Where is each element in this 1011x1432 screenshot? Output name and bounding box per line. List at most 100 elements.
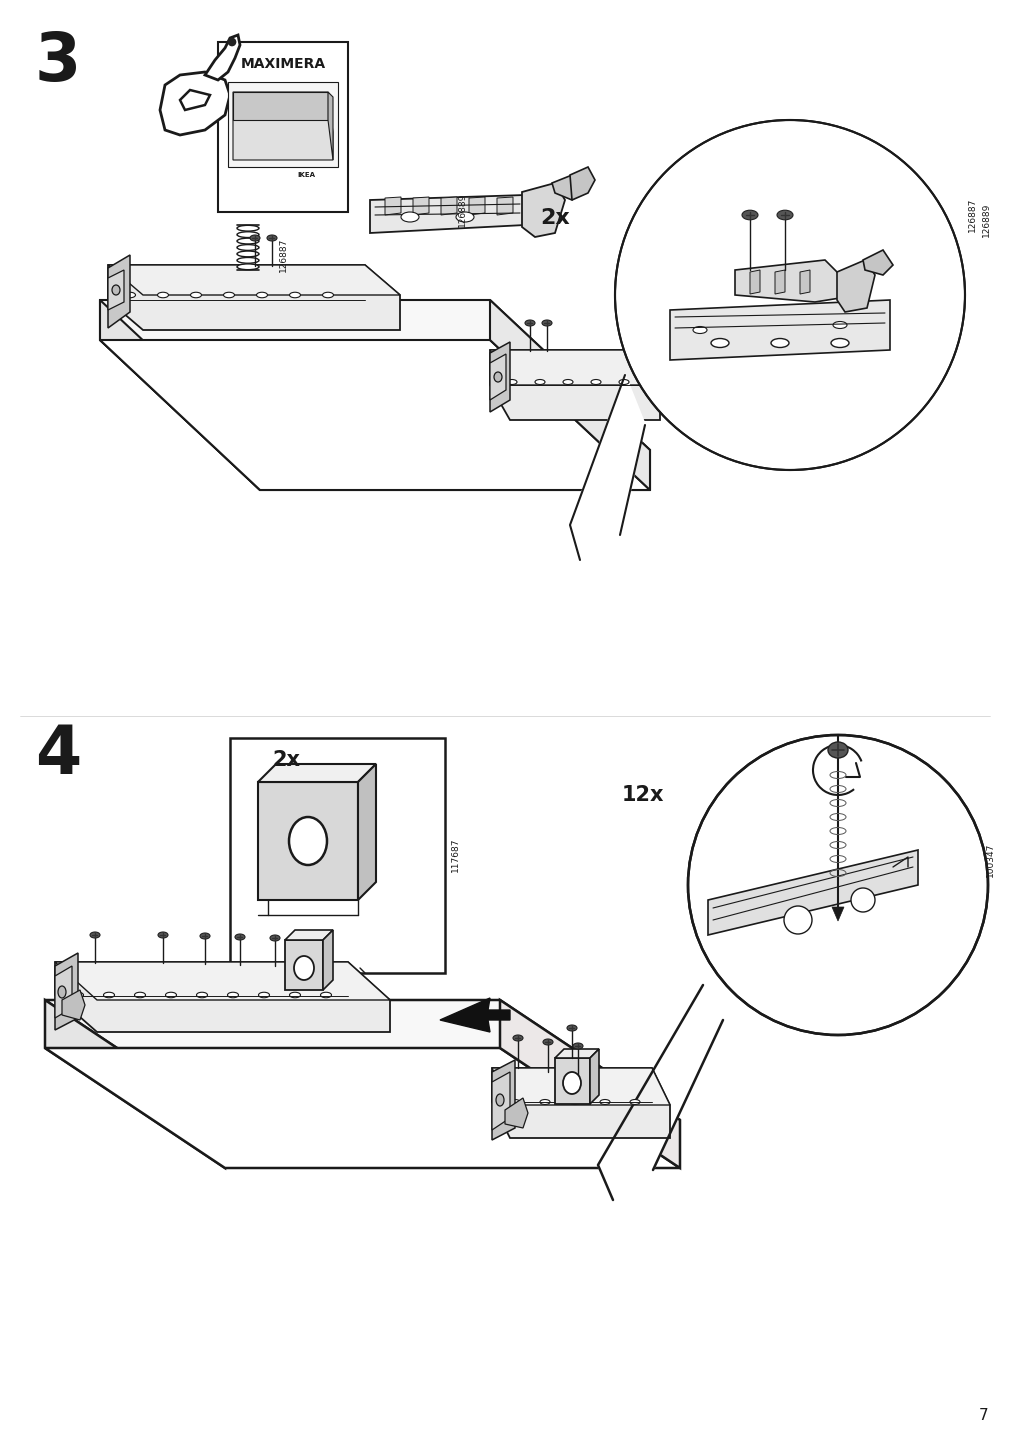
Ellipse shape [267, 235, 277, 241]
Polygon shape [55, 954, 78, 1030]
Polygon shape [504, 1098, 528, 1128]
Ellipse shape [543, 1040, 552, 1045]
Polygon shape [205, 34, 240, 80]
Polygon shape [258, 765, 376, 782]
Polygon shape [499, 1000, 679, 1169]
Ellipse shape [562, 379, 572, 385]
Text: 2x: 2x [272, 750, 299, 770]
Ellipse shape [323, 292, 334, 298]
Polygon shape [370, 195, 525, 233]
Text: 4: 4 [34, 722, 81, 788]
Ellipse shape [400, 212, 419, 222]
Ellipse shape [542, 319, 551, 326]
Ellipse shape [741, 211, 757, 219]
Ellipse shape [237, 245, 259, 251]
Ellipse shape [124, 292, 135, 298]
Ellipse shape [227, 992, 239, 998]
Polygon shape [800, 271, 809, 294]
Polygon shape [108, 265, 399, 295]
Polygon shape [836, 261, 875, 312]
Ellipse shape [510, 1100, 520, 1104]
Ellipse shape [237, 238, 259, 243]
Polygon shape [100, 299, 260, 490]
Ellipse shape [507, 379, 517, 385]
Polygon shape [589, 1050, 599, 1104]
Polygon shape [734, 261, 839, 302]
Polygon shape [554, 1050, 599, 1058]
Ellipse shape [256, 292, 267, 298]
Text: IKEA: IKEA [296, 172, 314, 178]
Ellipse shape [572, 1042, 582, 1050]
Ellipse shape [525, 319, 535, 326]
Ellipse shape [513, 1035, 523, 1041]
Polygon shape [569, 168, 594, 200]
Ellipse shape [237, 263, 259, 269]
Ellipse shape [566, 1025, 576, 1031]
Polygon shape [44, 1000, 224, 1169]
Ellipse shape [770, 338, 789, 348]
Ellipse shape [237, 225, 259, 231]
Ellipse shape [237, 251, 259, 256]
Polygon shape [491, 1068, 669, 1106]
Polygon shape [468, 198, 484, 215]
Polygon shape [441, 198, 457, 215]
Ellipse shape [590, 379, 601, 385]
Ellipse shape [73, 992, 84, 998]
Ellipse shape [630, 1100, 639, 1104]
Polygon shape [489, 349, 659, 385]
Circle shape [850, 888, 875, 912]
Polygon shape [233, 92, 328, 120]
Polygon shape [551, 175, 581, 200]
Polygon shape [749, 271, 759, 294]
Polygon shape [227, 82, 338, 168]
Polygon shape [328, 92, 333, 160]
Polygon shape [569, 375, 644, 560]
Polygon shape [258, 782, 358, 899]
Polygon shape [491, 1068, 669, 1138]
Ellipse shape [562, 1073, 580, 1094]
Ellipse shape [776, 211, 793, 219]
Ellipse shape [827, 742, 847, 758]
Text: 12x: 12x [621, 785, 663, 805]
Polygon shape [44, 1048, 679, 1169]
Ellipse shape [58, 987, 66, 998]
Ellipse shape [535, 379, 545, 385]
Ellipse shape [258, 992, 269, 998]
Polygon shape [522, 183, 564, 238]
Ellipse shape [693, 326, 707, 334]
Polygon shape [708, 851, 917, 935]
Text: 126889: 126889 [981, 203, 990, 238]
Polygon shape [384, 198, 400, 215]
Polygon shape [831, 906, 843, 921]
Polygon shape [496, 198, 513, 215]
Polygon shape [100, 299, 649, 490]
Polygon shape [229, 737, 445, 972]
Ellipse shape [600, 1100, 610, 1104]
Ellipse shape [134, 992, 146, 998]
Polygon shape [862, 251, 892, 275]
Text: 117687: 117687 [450, 838, 459, 872]
Polygon shape [669, 299, 889, 359]
Polygon shape [323, 929, 333, 990]
Ellipse shape [200, 934, 210, 939]
Ellipse shape [832, 322, 846, 328]
Polygon shape [108, 265, 399, 329]
Polygon shape [285, 939, 323, 990]
Ellipse shape [289, 818, 327, 865]
Ellipse shape [166, 992, 176, 998]
Text: 7: 7 [978, 1409, 987, 1423]
Ellipse shape [237, 232, 259, 238]
Polygon shape [491, 1060, 515, 1140]
Ellipse shape [569, 1100, 579, 1104]
Polygon shape [554, 1058, 589, 1104]
Ellipse shape [830, 338, 848, 348]
Ellipse shape [540, 1100, 549, 1104]
Ellipse shape [158, 292, 169, 298]
Ellipse shape [495, 1094, 503, 1106]
Ellipse shape [237, 258, 259, 263]
Circle shape [228, 39, 236, 46]
Polygon shape [491, 1073, 510, 1130]
Polygon shape [100, 339, 649, 490]
Polygon shape [44, 1000, 679, 1120]
Polygon shape [489, 342, 510, 412]
